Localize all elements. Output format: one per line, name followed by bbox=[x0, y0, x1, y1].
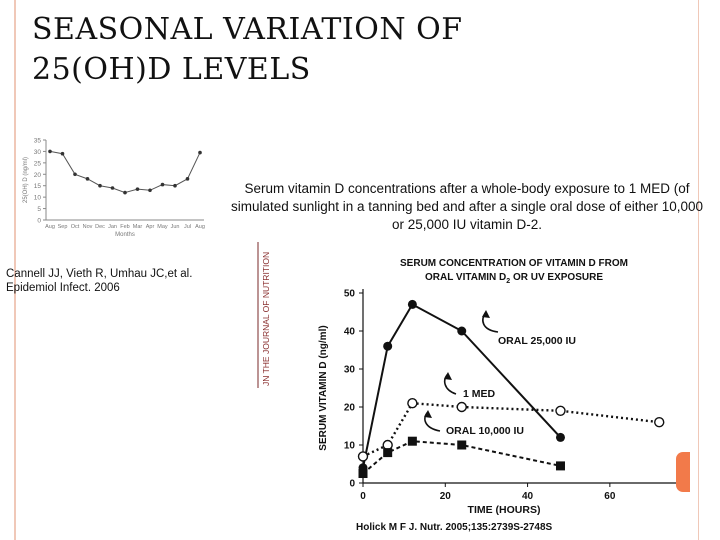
chart1-x-tick-label-3: Nov bbox=[83, 224, 93, 230]
chart1-y-tick-label-6: 30 bbox=[34, 149, 42, 156]
chart2-series-2-arrowhead bbox=[424, 410, 432, 418]
chart1-y-tick-label-1: 5 bbox=[37, 206, 41, 213]
chart1-x-tick-label-5: Jan bbox=[108, 224, 117, 230]
chart1-point-11 bbox=[185, 177, 190, 181]
chart1-x-tick-label-4: Dec bbox=[95, 224, 105, 230]
chart1-point-7 bbox=[135, 187, 140, 191]
chart2-y-tick-label-4: 40 bbox=[344, 327, 356, 338]
chart2-series-2-point-1 bbox=[383, 448, 393, 458]
chart2-y-tick-label-0: 0 bbox=[349, 479, 355, 490]
slide-title-line-1: SEASONAL VARIATION OF bbox=[32, 12, 463, 47]
chart2-series-0-point-1 bbox=[383, 341, 393, 351]
chart2-series-0-point-2 bbox=[407, 299, 417, 309]
serum-chart: SERUM CONCENTRATION OF VITAMIN D FROM ORA… bbox=[318, 258, 676, 516]
chart2-series-2-point-3 bbox=[457, 440, 467, 450]
chart1-point-5 bbox=[110, 186, 115, 190]
chart2-series-0-label: ORAL 25,000 IU bbox=[498, 335, 576, 347]
chart1-x-tick-label-2: Oct bbox=[71, 224, 80, 230]
chart1-y-tick-label-0: 0 bbox=[37, 218, 41, 225]
chart1-x-tick-label-6: Feb bbox=[120, 224, 129, 230]
chart1-point-8 bbox=[148, 188, 152, 193]
accent-tab bbox=[676, 452, 690, 492]
chart2-series-1-label: 1 MED bbox=[463, 388, 496, 400]
chart1-y-tick-label-5: 25 bbox=[34, 160, 42, 167]
chart2-series-1-arrowhead bbox=[444, 372, 452, 380]
slide-title: SEASONAL VARIATION OF 25(OH)D LEVELS bbox=[32, 10, 463, 90]
chart2-series-0-point-3 bbox=[457, 326, 467, 336]
chart1-point-3 bbox=[85, 177, 90, 181]
chart2-title-part-b: OR UV EXPOSURE bbox=[510, 272, 603, 283]
citation-line-2: Epidemiol Infect. 2006 bbox=[6, 282, 120, 294]
chart1-point-10 bbox=[173, 183, 177, 188]
chart2-series-1-line bbox=[362, 401, 660, 458]
chart2-series-0-point-4 bbox=[555, 432, 565, 442]
chart1-point-0 bbox=[48, 149, 52, 154]
chart1-x-tick-label-11: Jul bbox=[184, 224, 191, 230]
chart2-series-1-point-0 bbox=[357, 451, 369, 462]
chart2-series-0-arrowhead bbox=[482, 310, 490, 318]
slide-title-line-2: 25(OH)D LEVELS bbox=[32, 52, 311, 87]
source-reference: Holick M F J. Nutr. 2005;135:2739S-2748S bbox=[356, 522, 553, 533]
chart1-series-line bbox=[49, 150, 201, 194]
chart1-x-tick-label-10: Jun bbox=[171, 224, 180, 230]
chart2-series-1-point-2 bbox=[407, 397, 418, 409]
chart1-x-axis-label: Months bbox=[115, 232, 135, 238]
chart2-x-tick-label-0: 0 bbox=[360, 491, 366, 502]
chart1-y-tick-label-3: 15 bbox=[34, 183, 42, 190]
chart2-series-2-point-2 bbox=[407, 436, 417, 446]
chart1-x-tick-label-1: Sep bbox=[58, 224, 68, 230]
chart2-y-axis-label: SERUM VITAMIN D (ng/ml) bbox=[318, 325, 329, 450]
chart2-title-line-1: SERUM CONCENTRATION OF VITAMIN D FROM bbox=[400, 258, 628, 269]
journal-logo-text: JN THE JOURNAL OF NUTRITION bbox=[261, 252, 271, 386]
chart1-point-2 bbox=[73, 172, 77, 177]
chart1-x-tick-label-0: Aug bbox=[45, 224, 55, 230]
chart1-point-1 bbox=[60, 151, 65, 156]
chart2-series-2-point-4 bbox=[555, 461, 565, 471]
chart1-point-6 bbox=[123, 190, 127, 195]
citation-line-1: Cannell JJ, Vieth R, Umhau JC,et al. bbox=[6, 268, 193, 280]
chart1-y-axis-label: 25(OH) D (ng/ml) bbox=[23, 157, 29, 203]
chart1-x-tick-label-8: Apr bbox=[146, 224, 155, 230]
chart1-y-tick-label-4: 20 bbox=[34, 172, 42, 179]
chart2-series-1-point-5 bbox=[654, 416, 665, 428]
chart2-title-part-a: ORAL VITAMIN D bbox=[425, 272, 506, 283]
chart2-y-tick-label-5: 50 bbox=[344, 289, 356, 300]
chart1-point-12 bbox=[198, 150, 202, 155]
chart2-x-tick-label-1: 20 bbox=[440, 491, 452, 502]
chart2-title-line-2: ORAL VITAMIN D2 OR UV EXPOSURE bbox=[425, 272, 603, 285]
chart2-x-tick-label-2: 40 bbox=[522, 491, 534, 502]
chart1-point-9 bbox=[160, 182, 165, 187]
chart1-x-tick-label-7: Mar bbox=[133, 224, 143, 230]
chart2-y-tick-label-2: 20 bbox=[344, 403, 356, 414]
chart1-x-tick-label-9: May bbox=[157, 224, 168, 230]
chart2-x-axis-label: TIME (HOURS) bbox=[468, 504, 541, 516]
chart1-x-tick-label-12: Aug bbox=[195, 224, 205, 230]
chart2-y-tick-label-1: 10 bbox=[344, 441, 356, 452]
chart1-point-4 bbox=[98, 183, 102, 188]
figure-caption: Serum vitamin D concentrations after a w… bbox=[230, 181, 704, 232]
frame-left-line bbox=[14, 0, 16, 540]
chart2-x-tick-label-3: 60 bbox=[604, 491, 616, 502]
chart2-title-subscript: 2 bbox=[506, 278, 510, 285]
chart2-series-1-point-3 bbox=[456, 401, 467, 413]
journal-logo: JN THE JOURNAL OF NUTRITION bbox=[257, 242, 271, 388]
chart2-y-tick-label-3: 30 bbox=[344, 365, 356, 376]
chart1-y-tick-label-7: 35 bbox=[34, 138, 42, 145]
chart2-series-2-point-0 bbox=[358, 469, 368, 478]
chart2-series-2-label: ORAL 10,000 IU bbox=[446, 425, 524, 437]
frame-right-line bbox=[698, 0, 699, 540]
chart1-y-tick-label-2: 10 bbox=[34, 195, 42, 202]
chart2-series-1-point-4 bbox=[555, 405, 566, 417]
citation: Cannell JJ, Vieth R, Umhau JC,et al. Epi… bbox=[6, 267, 246, 295]
